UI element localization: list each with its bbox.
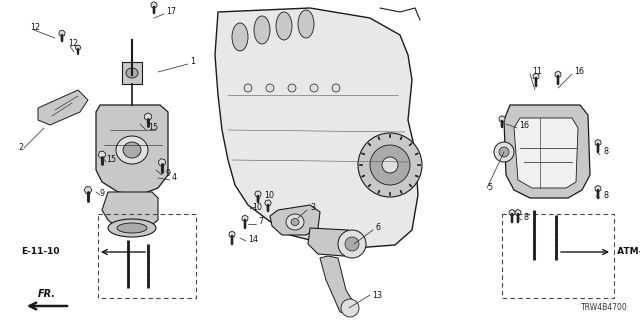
Circle shape [370,145,410,185]
Text: 7: 7 [258,218,263,227]
Text: E-11-10: E-11-10 [22,247,60,257]
Circle shape [499,147,509,157]
Text: 8: 8 [524,213,529,222]
Text: 10: 10 [252,204,262,212]
Circle shape [310,84,318,92]
Text: 14: 14 [248,236,258,244]
Text: 11: 11 [532,68,542,76]
Circle shape [266,84,274,92]
Text: 8: 8 [604,148,609,156]
Ellipse shape [232,23,248,51]
Text: 15: 15 [148,124,158,132]
Polygon shape [514,118,578,188]
Polygon shape [320,256,358,314]
Polygon shape [504,105,590,198]
Text: 3: 3 [310,204,315,212]
Circle shape [288,84,296,92]
Text: 12: 12 [30,23,40,33]
Text: 15: 15 [106,156,116,164]
Text: 6: 6 [375,223,380,233]
Circle shape [341,299,359,317]
Circle shape [494,142,514,162]
Text: ATM-52: ATM-52 [614,247,640,257]
Ellipse shape [276,12,292,40]
Text: 4: 4 [172,173,177,182]
Bar [122,62,142,84]
Ellipse shape [126,68,138,78]
Circle shape [244,84,252,92]
Text: 9: 9 [100,189,105,198]
Bar [502,214,614,298]
Circle shape [382,157,398,173]
Ellipse shape [298,10,314,38]
Text: 9: 9 [166,170,171,179]
Text: 16: 16 [519,122,529,131]
Circle shape [358,133,422,197]
Polygon shape [308,228,360,256]
Polygon shape [96,105,168,195]
Ellipse shape [117,223,147,233]
Polygon shape [38,90,88,125]
Ellipse shape [116,136,148,164]
Text: 17: 17 [166,7,176,17]
Circle shape [338,230,366,258]
Bar [98,214,196,298]
Polygon shape [102,192,158,228]
Text: 8: 8 [604,191,609,201]
Polygon shape [270,205,320,235]
Circle shape [345,237,359,251]
Text: 13: 13 [372,291,382,300]
Ellipse shape [123,142,141,158]
Text: 2: 2 [18,143,23,153]
Text: TRW4B4700: TRW4B4700 [581,303,628,312]
Ellipse shape [286,214,304,230]
Polygon shape [215,8,418,248]
Text: 1: 1 [190,58,195,67]
Text: FR.: FR. [38,289,56,299]
Text: 5: 5 [487,183,492,193]
Circle shape [332,84,340,92]
Text: 10: 10 [264,191,274,201]
Ellipse shape [254,16,270,44]
Text: 12: 12 [68,39,78,49]
Text: 16: 16 [574,68,584,76]
Ellipse shape [108,219,156,237]
Ellipse shape [291,219,299,226]
